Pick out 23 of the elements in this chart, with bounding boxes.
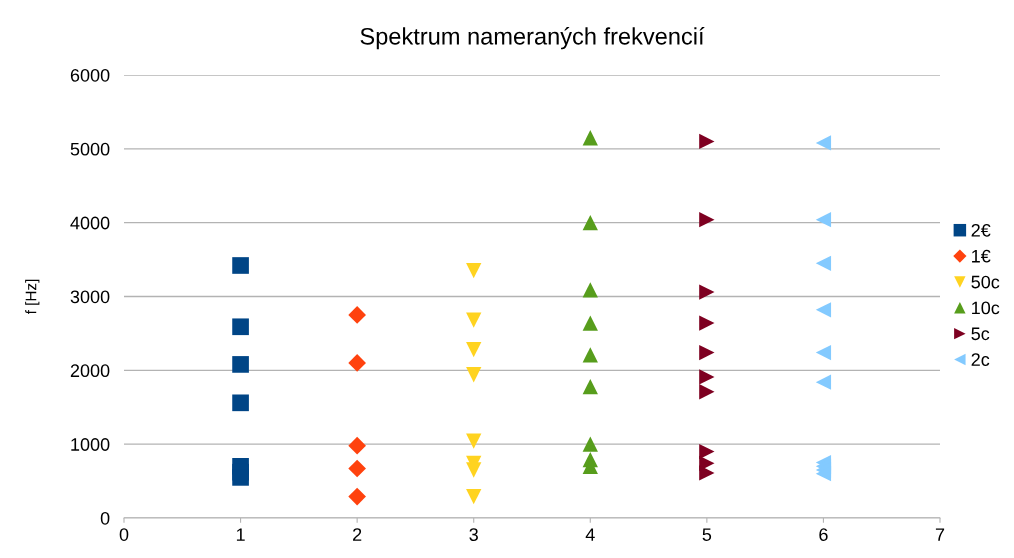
x-tick-label: 6	[819, 528, 828, 541]
x-tick-label: 7	[935, 528, 945, 541]
legend-label: 1€	[972, 249, 991, 263]
y-tick-label: 1000	[71, 438, 110, 451]
x-tick-label: 4	[585, 528, 595, 541]
legend-label: 5c	[971, 327, 990, 341]
chart-title: Spektrum nameraných frekvencií	[360, 27, 705, 50]
legend-label: 50c	[971, 275, 1000, 289]
x-tick-label: 3	[469, 528, 478, 541]
legend-label: 10c	[972, 301, 1000, 315]
legend-label: 2c	[971, 353, 990, 366]
x-tick-label: 5	[702, 528, 712, 541]
y-axis-title: f [Hz]	[25, 279, 40, 315]
x-tick-label: 2	[353, 528, 362, 541]
y-tick-label: 3000	[70, 290, 110, 304]
x-tick-label: 0	[119, 528, 129, 541]
legend-label: 2€	[971, 223, 991, 237]
x-tick-label: 1	[236, 528, 245, 541]
y-tick-label: 0	[100, 511, 110, 525]
y-tick-label: 2000	[70, 364, 110, 378]
y-tick-label: 5000	[70, 142, 110, 156]
y-tick-label: 6000	[70, 68, 110, 82]
y-tick-label: 4000	[70, 216, 110, 230]
